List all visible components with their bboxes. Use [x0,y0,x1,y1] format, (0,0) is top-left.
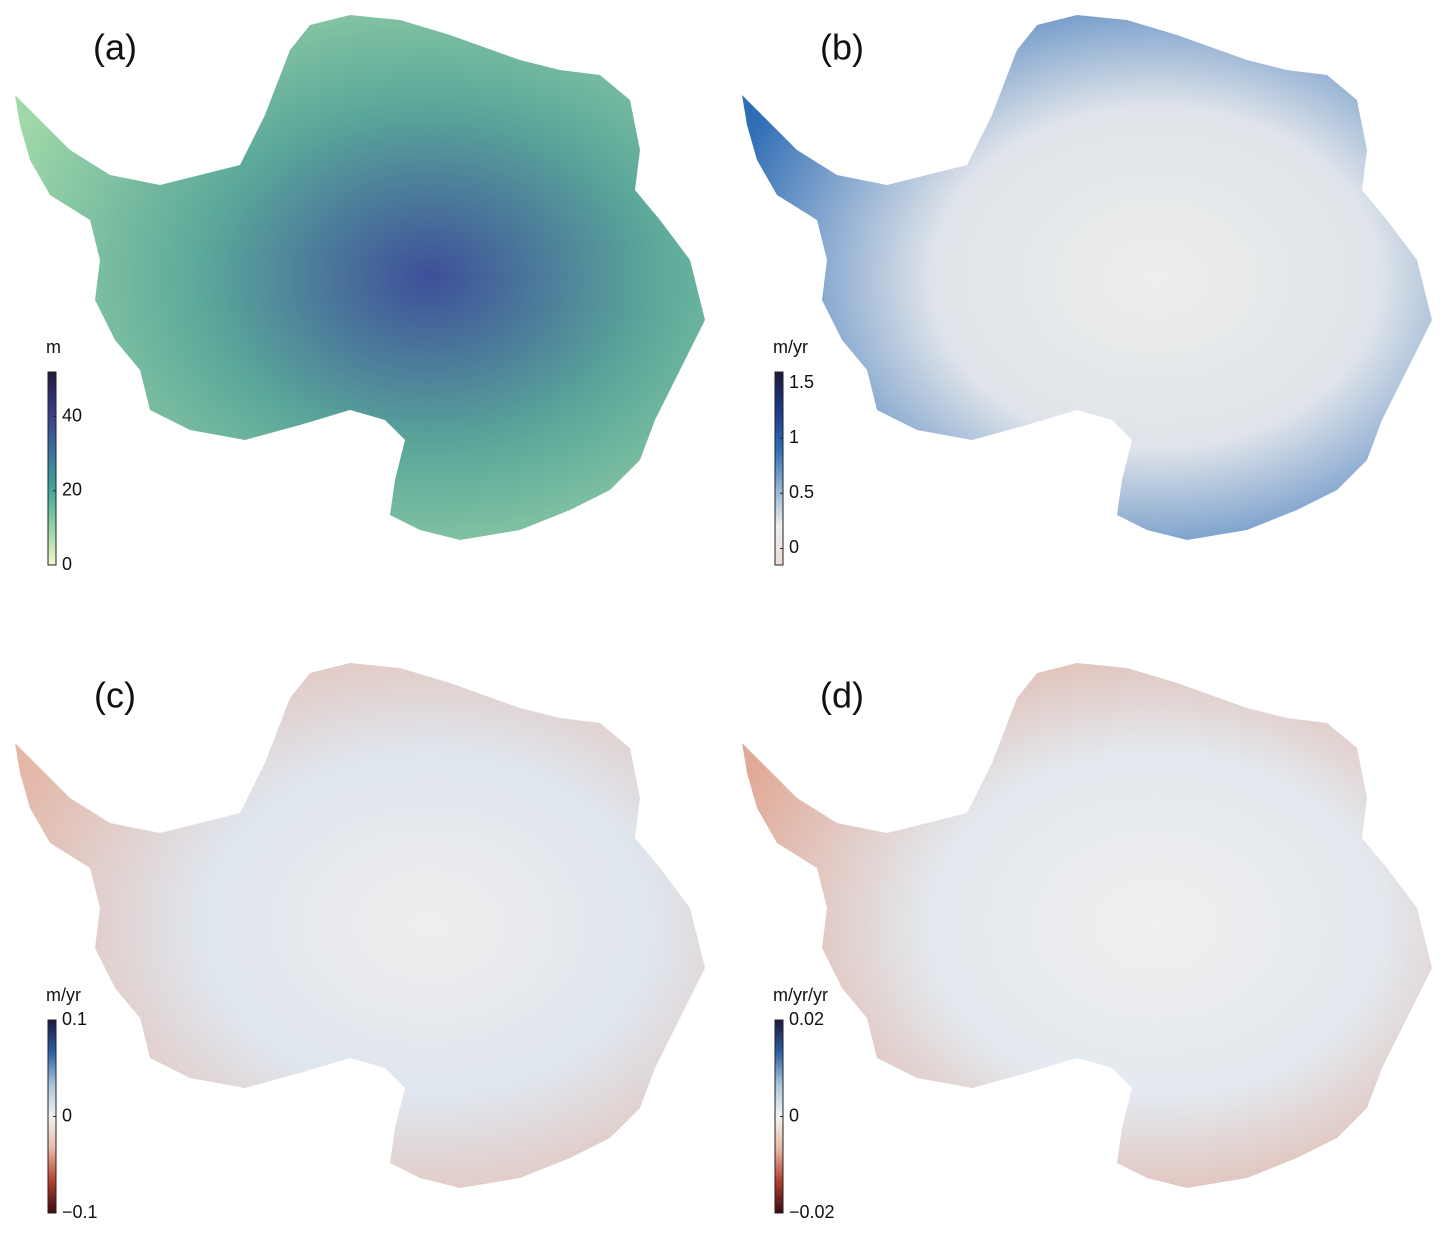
panel: (a) m 0 20 40 [15,15,705,574]
colorbar-tick-label: −0.02 [789,1202,835,1222]
colorbar-tick-label: 0 [789,1105,799,1125]
colorbar-tick-label: 0.1 [62,1009,87,1029]
colorbar-unit: m/yr [46,985,81,1005]
antarctica-map [742,663,1432,1188]
panel-label: (c) [94,675,136,716]
panel: (d) m/yr/yr −0.02 0 0.02 [742,663,1432,1222]
colorbar-tick-label: 20 [62,480,82,500]
colorbar-tick-label: 1.5 [789,372,814,392]
colorbar-tick-label: 0 [62,554,72,574]
colorbar-tick-label: 0 [62,1105,72,1125]
panel-label: (a) [93,27,137,68]
antarctica-map [742,15,1432,540]
panel-label: (d) [820,675,864,716]
colorbar-unit: m/yr/yr [773,985,828,1005]
panel: (c) m/yr −0.1 0 0.1 [15,663,705,1222]
colorbar-tick-label: 0 [789,537,799,557]
colorbar-tick-label: 40 [62,405,82,425]
colorbar-tick-label: 0.5 [789,482,814,502]
colorbar [774,371,784,566]
colorbar [47,371,57,566]
colorbar-unit: m/yr [773,337,808,357]
antarctica-map [15,15,705,540]
colorbar-unit: m [46,337,61,357]
colorbar-tick-label: −0.1 [62,1202,98,1222]
antarctica-map [15,663,705,1188]
colorbar-tick-label: 0.02 [789,1009,824,1029]
panel: (b) m/yr 0 0.5 1 1.5 [742,15,1432,566]
panel-label: (b) [820,27,864,68]
colorbar-tick-label: 1 [789,427,799,447]
